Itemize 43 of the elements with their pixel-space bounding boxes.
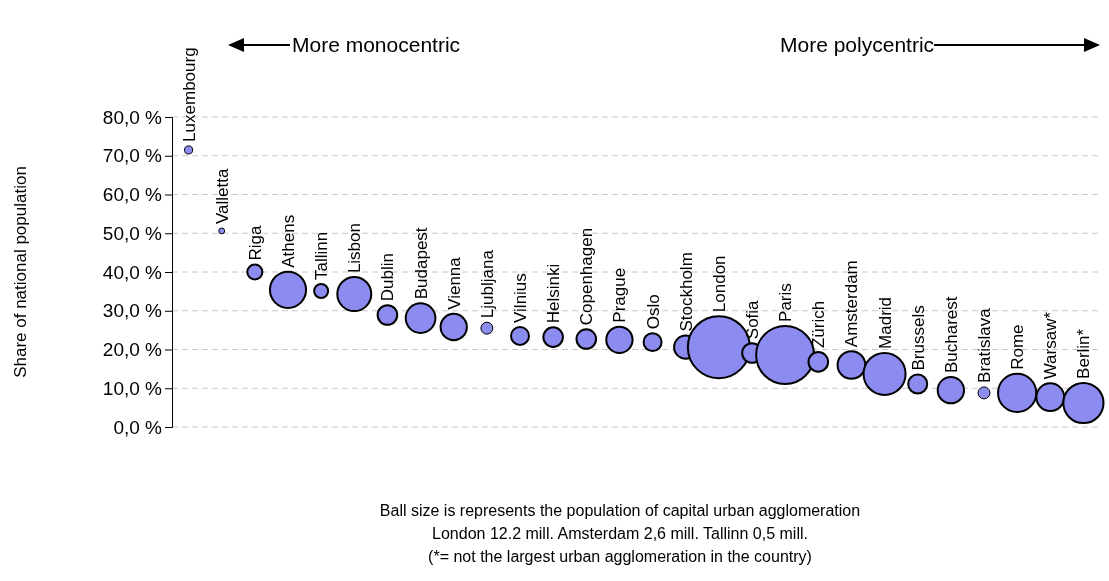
x-tick-label: Valletta (212, 168, 232, 224)
x-tick-label: Bratislava (975, 307, 994, 383)
text: More polycentric (780, 33, 935, 56)
x-tick-label: Vienna (444, 256, 464, 310)
x-tick-label: Sofia (743, 299, 762, 340)
x-tick-label: Dublin (378, 253, 398, 302)
y-tick-label: 40,0 % (102, 261, 163, 283)
text: London 12.2 mill. Amsterdam 2,6 mill. Tallinn 0,5 mill. (432, 525, 808, 542)
y-tick-label: 60,0 % (102, 184, 163, 206)
x-tick-label: Tallinn (312, 231, 332, 280)
x-tick-label: Budapest (411, 227, 431, 300)
x-tick-label: Paris (776, 283, 796, 322)
x-tick-label: Berlin* (1074, 328, 1094, 379)
x-tick-label: Zürich (809, 300, 829, 349)
x-tick-label: Oslo (643, 294, 663, 330)
x-tick-label: Riga (245, 224, 265, 261)
x-tick-label: Stockholm (676, 252, 696, 332)
x-tick-label: Rome (1008, 324, 1028, 370)
y-axis-title: Share of national population (11, 166, 30, 378)
x-tick-label: Vilnius (511, 273, 530, 323)
y-tick-label: 20,0 % (102, 339, 163, 361)
x-tick-label: Prague (610, 267, 630, 323)
y-tick-label: 30,0 % (102, 300, 163, 322)
x-tick-label: Brussels (908, 305, 928, 371)
x-tick-label: Amsterdam (842, 260, 862, 348)
x-tick-label: Helsinki (544, 263, 564, 324)
x-tick-label: Warsaw* (1041, 311, 1061, 380)
y-tick-label: 70,0 % (102, 145, 163, 167)
x-tick-label: Copenhagen (577, 227, 597, 326)
text: Ball size is represents the population of capital urban agglomeration (379, 502, 861, 519)
y-tick-label: 80,0 % (102, 106, 163, 128)
x-tick-label: Bucharest (941, 296, 961, 374)
text: More monocentric (292, 33, 461, 56)
y-tick-label: 0,0 % (113, 416, 163, 438)
y-tick-label: 50,0 % (102, 222, 163, 244)
text: (*= not the largest urban agglomeration in the country) (428, 548, 812, 565)
x-tick-label: London (709, 255, 729, 313)
x-tick-label: Athens (279, 214, 298, 268)
x-tick-label: Madrid (875, 296, 895, 349)
x-tick-label: Ljubljana (477, 249, 497, 319)
x-tick-label: Luxembourg (179, 47, 199, 142)
x-tick-label: Lisbon (345, 223, 365, 274)
y-tick-label: 10,0 % (102, 377, 163, 399)
